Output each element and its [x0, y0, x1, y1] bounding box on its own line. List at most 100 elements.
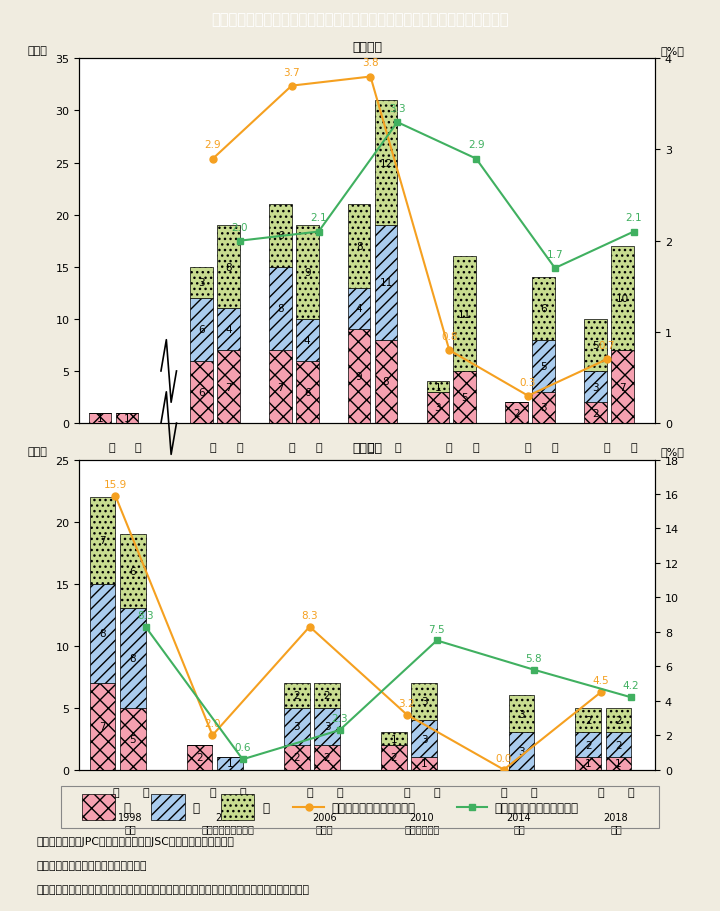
Text: 男: 男 — [135, 443, 142, 453]
Bar — [315, 708, 340, 745]
Text: 2: 2 — [592, 408, 599, 418]
Text: 銀: 銀 — [192, 801, 199, 814]
Bar — [606, 757, 631, 770]
Text: 2: 2 — [585, 715, 592, 725]
Bar — [315, 745, 340, 770]
Text: 1964
東京: 1964 東京 — [112, 468, 138, 490]
FancyBboxPatch shape — [151, 793, 184, 821]
Bar — [532, 341, 555, 393]
Bar — [505, 403, 528, 424]
Text: 女: 女 — [446, 443, 453, 453]
Bar — [426, 393, 449, 424]
Text: 2.0: 2.0 — [232, 222, 248, 232]
Text: 3: 3 — [420, 697, 428, 707]
Text: 男: 男 — [142, 787, 149, 797]
Text: 女: 女 — [210, 787, 216, 797]
Text: 4.2: 4.2 — [623, 681, 639, 691]
Text: 女: 女 — [598, 787, 604, 797]
Text: 3: 3 — [420, 734, 428, 743]
Text: 6: 6 — [277, 231, 284, 241]
Text: 3: 3 — [592, 383, 599, 392]
Text: 0.3: 0.3 — [520, 377, 536, 387]
Text: 女: 女 — [603, 443, 610, 453]
Text: 2012
ロンドン: 2012 ロンドン — [528, 468, 554, 490]
Text: 8.3: 8.3 — [301, 610, 318, 620]
Bar — [575, 732, 601, 757]
Bar — [190, 268, 213, 299]
Text: 1: 1 — [420, 759, 428, 769]
Text: 15.9: 15.9 — [104, 479, 127, 489]
Text: 2: 2 — [197, 752, 203, 763]
Text: （備考）　１．JPCホームページ及びJSC提供データより作成。: （備考） １．JPCホームページ及びJSC提供データより作成。 — [36, 836, 234, 846]
Text: 9: 9 — [304, 268, 310, 278]
Text: Ｉ－特－６図　パラリンピックにおける日本人選手のメダル獲得数・獲得率: Ｉ－特－６図 パラリンピックにおける日本人選手のメダル獲得数・獲得率 — [211, 12, 509, 27]
Bar — [89, 414, 112, 424]
Bar — [611, 247, 634, 351]
Text: 2018
平昌: 2018 平昌 — [603, 812, 629, 834]
Text: 1998
長野: 1998 長野 — [118, 812, 143, 834]
Text: 0.8: 0.8 — [441, 332, 457, 342]
Bar — [90, 497, 115, 584]
Text: 3: 3 — [540, 403, 547, 413]
Text: 2: 2 — [513, 408, 520, 418]
Text: 2014
ソチ: 2014 ソチ — [507, 812, 531, 834]
Text: 5: 5 — [540, 362, 547, 372]
Text: 男: 男 — [628, 787, 634, 797]
Bar — [606, 708, 631, 732]
Bar — [284, 683, 310, 708]
Text: 7: 7 — [277, 383, 284, 392]
Text: 1: 1 — [227, 759, 233, 769]
Bar — [575, 757, 601, 770]
Text: 1: 1 — [585, 759, 592, 769]
Text: 3.8: 3.8 — [362, 58, 379, 68]
Bar — [187, 745, 212, 770]
Bar — [575, 708, 601, 732]
Text: （%）: （%） — [661, 46, 685, 56]
Text: 6: 6 — [198, 387, 205, 397]
Bar — [269, 205, 292, 268]
Text: 女: 女 — [289, 443, 295, 453]
Bar — [584, 372, 607, 403]
Text: 2016
リオ: 2016 リオ — [607, 468, 634, 490]
Text: 3: 3 — [324, 722, 330, 732]
Text: 1: 1 — [124, 414, 130, 424]
Text: 2.9: 2.9 — [468, 140, 485, 150]
Text: 2010
バンクーバー: 2010 バンクーバー — [404, 812, 439, 834]
Text: 女: 女 — [112, 787, 119, 797]
Bar — [348, 330, 371, 424]
Bar — [190, 361, 213, 424]
Bar — [217, 309, 240, 351]
Text: 7: 7 — [225, 383, 232, 392]
Bar — [374, 226, 397, 341]
Bar — [426, 382, 449, 393]
Bar — [382, 732, 407, 745]
Text: 2: 2 — [585, 740, 592, 750]
Text: 12: 12 — [379, 159, 392, 169]
Bar — [217, 351, 240, 424]
Text: 3: 3 — [294, 722, 300, 732]
Text: 獲得率（女子）（右目盛）: 獲得率（女子）（右目盛） — [332, 801, 415, 814]
Text: 3: 3 — [198, 278, 205, 288]
Text: 2.1: 2.1 — [626, 213, 642, 223]
Text: 10: 10 — [616, 293, 629, 303]
Text: 7: 7 — [619, 383, 626, 392]
Text: 女: 女 — [500, 787, 507, 797]
Text: 2002
ソルトレークシティ: 2002 ソルトレークシティ — [201, 812, 254, 834]
Text: 男: 男 — [473, 443, 480, 453]
Text: 3: 3 — [435, 403, 441, 413]
Text: 男: 男 — [315, 443, 322, 453]
Text: 3: 3 — [518, 746, 525, 756]
Bar — [120, 708, 145, 770]
Text: 3.7: 3.7 — [284, 67, 300, 77]
Text: 5: 5 — [130, 734, 136, 743]
Bar — [296, 361, 318, 424]
Text: 女: 女 — [367, 443, 374, 453]
Text: 0.7: 0.7 — [598, 341, 615, 351]
Text: 1996
アトランタ: 1996 アトランタ — [211, 468, 242, 490]
Text: 0.6: 0.6 — [235, 742, 251, 752]
Text: 8: 8 — [356, 241, 362, 251]
Text: 8: 8 — [277, 304, 284, 314]
Text: 2: 2 — [294, 752, 300, 763]
Text: 2.9: 2.9 — [204, 140, 221, 150]
Bar — [584, 320, 607, 372]
